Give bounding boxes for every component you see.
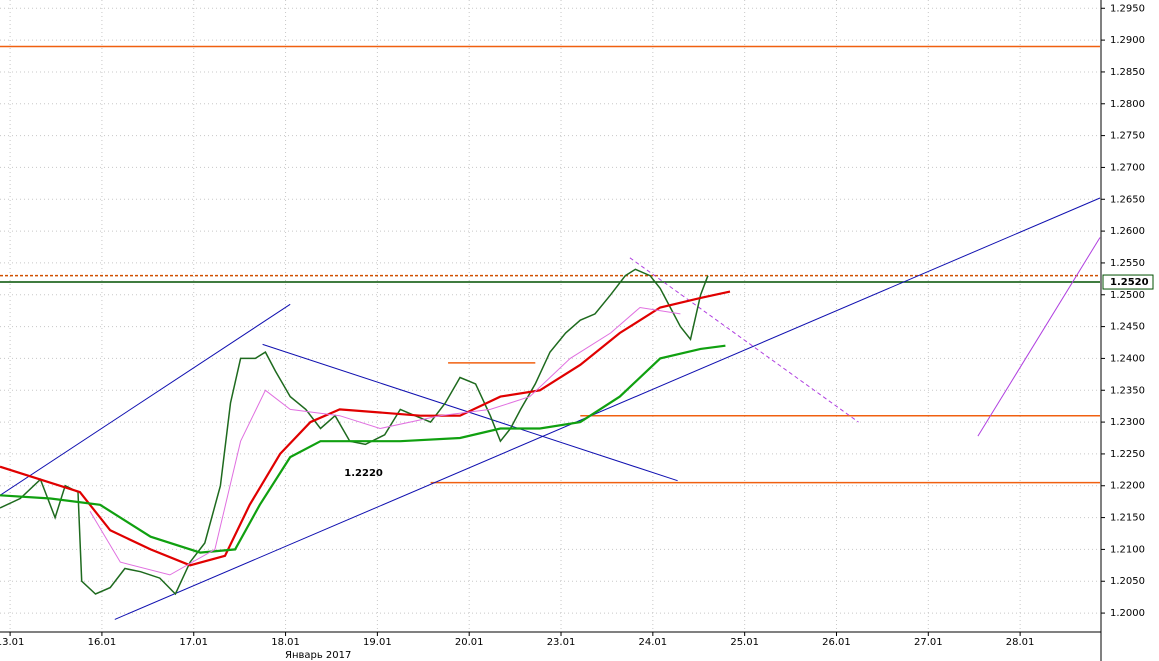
y-tick-label: 1.2650 xyxy=(1110,194,1145,205)
x-tick-label: 18.01 xyxy=(271,637,300,648)
trend-line xyxy=(977,237,1101,437)
y-tick-label: 1.2000 xyxy=(1110,608,1145,619)
x-tick-label: 17.01 xyxy=(179,637,208,648)
y-tick-label: 1.2700 xyxy=(1110,162,1145,173)
y-tick-label: 1.2100 xyxy=(1110,544,1145,555)
y-tick-label: 1.2950 xyxy=(1110,3,1145,14)
y-tick-label: 1.2900 xyxy=(1110,35,1145,46)
x-tick-label: 24.01 xyxy=(639,637,668,648)
y-tick-label: 1.2750 xyxy=(1110,131,1145,142)
price-line xyxy=(0,344,726,554)
trend-line xyxy=(114,197,1101,620)
y-tick-label: 1.2150 xyxy=(1110,513,1145,524)
price-line xyxy=(0,290,731,567)
x-tick-label: 19.01 xyxy=(363,637,392,648)
current-price-label: 1.2520 xyxy=(1110,277,1149,288)
x-tick-label: 16.01 xyxy=(88,637,117,648)
current-price-box xyxy=(1102,274,1154,290)
y-tick-label: 1.2300 xyxy=(1110,417,1145,428)
y-tick-label: 1.2600 xyxy=(1110,226,1145,237)
x-tick-label: 20.01 xyxy=(455,637,484,648)
y-tick-label: 1.2800 xyxy=(1110,99,1145,110)
x-tick-label: 26.01 xyxy=(822,637,851,648)
x-tick-label: 25.01 xyxy=(730,637,759,648)
month-label: Январь 2017 xyxy=(285,650,351,661)
price-line xyxy=(0,268,709,596)
y-tick-label: 1.2550 xyxy=(1110,258,1145,269)
y-tick-label: 1.2250 xyxy=(1110,449,1145,460)
x-tick-label: 27.01 xyxy=(914,637,943,648)
trend-line xyxy=(262,343,678,482)
annotation: 1.2220 xyxy=(344,468,383,479)
y-tick-label: 1.2350 xyxy=(1110,385,1145,396)
trend-line xyxy=(629,257,859,423)
y-tick-label: 1.2400 xyxy=(1110,353,1145,364)
y-tick-label: 1.2200 xyxy=(1110,481,1145,492)
price-line xyxy=(89,306,681,576)
x-tick-label: 28.01 xyxy=(1006,637,1035,648)
x-tick-label: 23.01 xyxy=(547,637,576,648)
y-tick-label: 1.2850 xyxy=(1110,67,1145,78)
x-tick-label: 13.01 xyxy=(0,637,24,648)
y-tick-label: 1.2050 xyxy=(1110,576,1145,587)
y-tick-label: 1.2500 xyxy=(1110,290,1145,301)
trend-line xyxy=(0,303,291,496)
y-tick-label: 1.2450 xyxy=(1110,322,1145,333)
